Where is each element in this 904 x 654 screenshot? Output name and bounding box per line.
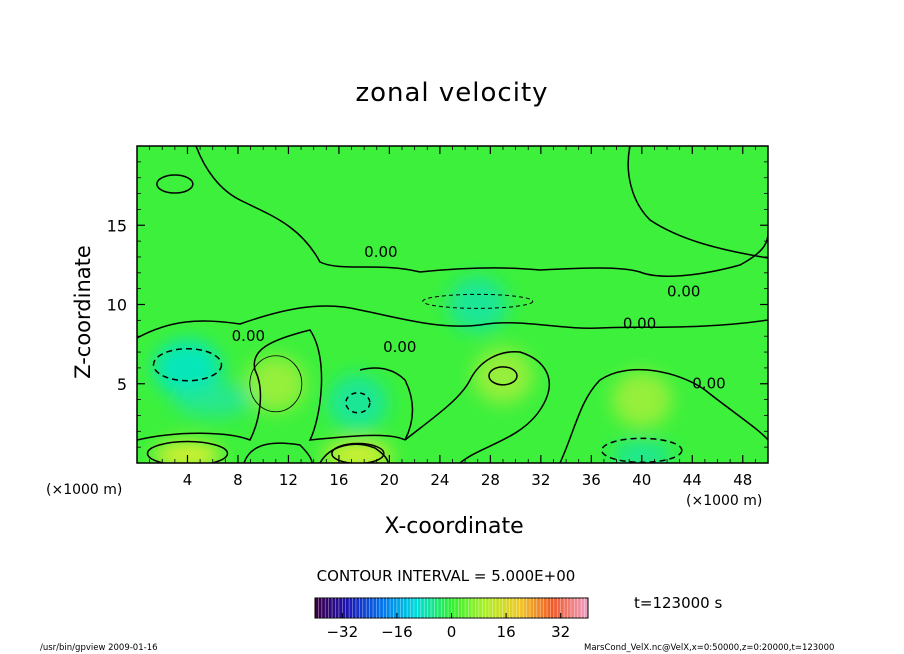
colorbar-tick-label: 16	[497, 623, 516, 641]
heatmap-field: 0.00 0.00 0.00 0.00 0.00 0.00	[137, 146, 768, 463]
contour-interval-label: CONTOUR INTERVAL = 5.000E+00	[316, 567, 576, 585]
contour-line	[137, 329, 406, 441]
x-axis-title: X-coordinate	[384, 514, 524, 539]
contour-label: 0.00	[232, 327, 265, 345]
footer-program-date: /usr/bin/gpview 2009-01-16	[40, 643, 158, 653]
contour-label: 0.00	[623, 314, 656, 332]
x-tick-label: 36	[582, 471, 601, 489]
heatmap-cell	[153, 339, 222, 396]
contour-ring	[422, 293, 534, 309]
x-tick-label: 16	[329, 471, 348, 489]
heatmap-cell	[472, 347, 533, 404]
contour-line	[627, 146, 768, 259]
contour-ring	[345, 392, 371, 414]
x-tick-label: 48	[733, 471, 752, 489]
colorbar-tick-label: 0	[447, 623, 457, 641]
x-unit-label-left: (×1000 m)	[46, 482, 123, 498]
colorbar: −32 −16 0 16 32	[314, 597, 589, 641]
contour-line	[559, 368, 768, 463]
x-tick-label: 12	[279, 471, 298, 489]
chart-title: zonal velocity	[355, 78, 549, 108]
time-label: t=123000 s	[634, 594, 723, 612]
heatmap-cell	[611, 371, 672, 428]
x-axis: 4 8 12 16 20 24 28 32 36 40 44 48	[149, 146, 756, 489]
x-tick-label: 40	[632, 471, 651, 489]
contour-line	[404, 351, 550, 463]
contour-ring	[146, 440, 229, 463]
y-axis: 5 10 15	[107, 161, 768, 448]
x-tick-label: 8	[233, 471, 243, 489]
contour-label: 0.00	[383, 338, 416, 356]
x-tick-label: 4	[183, 471, 193, 489]
contour-ring	[156, 174, 194, 194]
contour-label: 0.00	[364, 243, 397, 261]
contour-line	[359, 367, 414, 441]
heatmap-cell	[327, 374, 388, 431]
heatmap-cell	[611, 441, 672, 463]
colorbar-tick-label: 32	[551, 623, 570, 641]
contour-line	[137, 305, 768, 339]
heatmap-cell	[172, 381, 253, 418]
colorbar-tick-label: −32	[326, 623, 358, 641]
contour-ring	[249, 355, 303, 413]
x-tick-label: 32	[531, 471, 550, 489]
y-tick-label: 10	[107, 296, 127, 315]
y-tick-label: 5	[117, 375, 127, 394]
y-tick-label: 15	[107, 216, 127, 235]
footer-data-source: MarsCond_VelX.nc@VelX,x=0:50000,z=0:2000…	[584, 643, 835, 653]
contour-ring	[152, 347, 223, 382]
x-tick-label: 28	[481, 471, 500, 489]
heatmap-cell	[447, 276, 508, 333]
heatmap-cell	[323, 441, 392, 463]
x-tick-label: 24	[430, 471, 449, 489]
contour-line	[319, 443, 389, 463]
contour-line	[195, 146, 768, 277]
heatmap-cell	[153, 441, 222, 463]
contour-line	[243, 442, 313, 463]
colorbar-tick-label: −16	[381, 623, 413, 641]
contour-ring	[331, 442, 385, 463]
contour-label: 0.00	[667, 283, 700, 301]
x-tick-label: 20	[380, 471, 399, 489]
x-tick-label: 44	[683, 471, 702, 489]
contour-label: 0.00	[692, 375, 725, 393]
contour-ring	[488, 366, 518, 386]
x-unit-label-right: (×1000 m)	[686, 493, 763, 509]
y-axis-title: Z-coordinate	[71, 245, 95, 379]
